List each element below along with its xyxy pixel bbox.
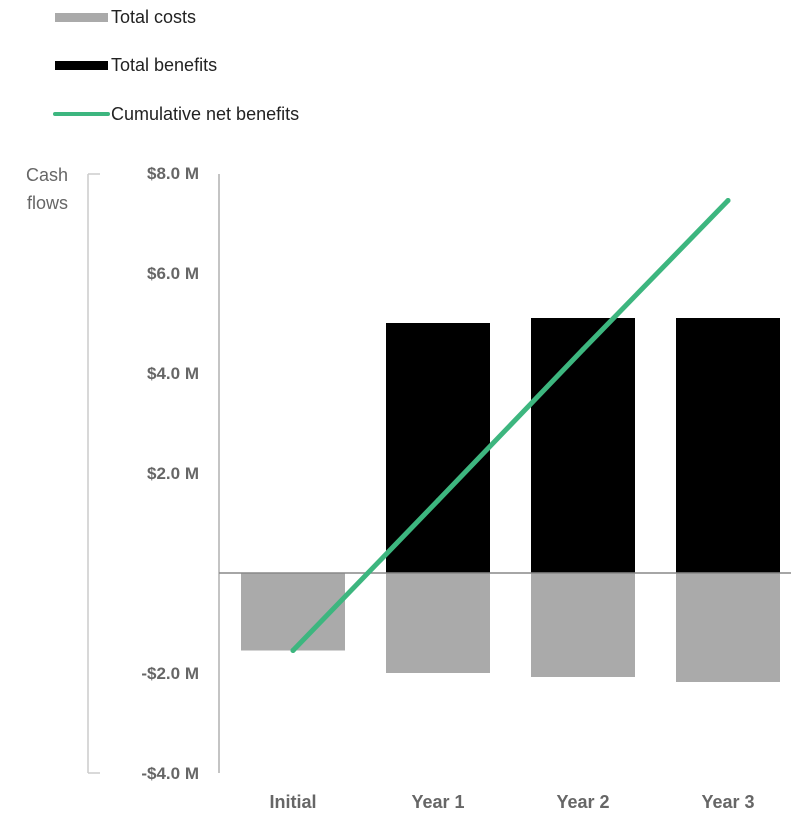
y-axis-label-line: Cash [26,165,68,185]
legend-label-total-benefits: Total benefits [111,55,217,75]
y-axis-label: Cash flows [26,165,68,213]
legend-swatch-total-benefits [55,61,108,70]
point-cumulative-net-benefits-initial [290,648,296,653]
y-tick-label: -$4.0 M [141,764,199,783]
bars [241,318,780,682]
bar-total-costs-year-1 [386,573,490,673]
y-tick-label: $4.0 M [147,364,199,383]
bar-total-costs-year-2 [531,573,635,677]
bar-total-costs-year-3 [676,573,780,682]
y-axis-label-line: flows [27,193,68,213]
x-tick-label-year-3: Year 3 [701,792,754,812]
legend-label-total-costs: Total costs [111,7,196,27]
y-tick-label: $6.0 M [147,264,199,283]
point-cumulative-net-benefits-year-1 [435,498,441,503]
y-axis-ticks: $8.0 M $6.0 M $4.0 M $2.0 M -$2.0 M -$4.0 M [141,164,199,783]
bar-total-benefits-year-2 [531,318,635,573]
legend-label-cumulative-net-benefits: Cumulative net benefits [111,104,299,124]
line-cumulative-net-benefits [290,198,731,653]
legend: Total costs Total benefits Cumulative net … [53,7,299,124]
point-cumulative-net-benefits-year-2 [580,347,586,352]
bar-total-benefits-year-3 [676,318,780,573]
bar-total-benefits-year-1 [386,323,490,573]
x-tick-label-year-2: Year 2 [556,792,609,812]
line-series [290,198,731,653]
point-cumulative-net-benefits-year-3 [725,198,731,203]
y-tick-label: $2.0 M [147,464,199,483]
y-tick-label: $8.0 M [147,164,199,183]
legend-swatch-total-costs [55,13,108,22]
x-tick-label-year-1: Year 1 [411,792,464,812]
x-tick-label-initial: Initial [269,792,316,812]
y-tick-label: -$2.0 M [141,664,199,683]
x-axis-ticks: Initial Year 1 Year 2 Year 3 [269,792,754,812]
